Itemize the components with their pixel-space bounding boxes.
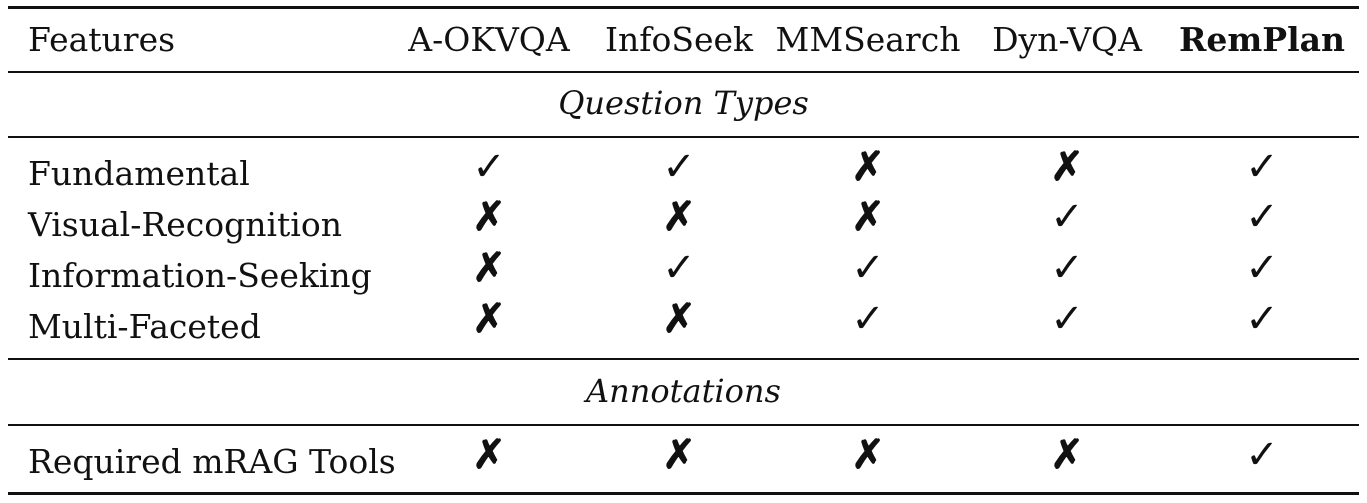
cross-icon: ✗ (1050, 143, 1084, 190)
check-icon: ✓ (662, 245, 696, 291)
header-col-infoseek: InfoSeek (604, 20, 754, 59)
header-rule (8, 71, 1359, 73)
check-icon: ✓ (1245, 194, 1279, 240)
check-icon: ✓ (1245, 432, 1279, 478)
section-rule-3 (8, 424, 1359, 426)
row-label: Multi-Faceted (28, 307, 261, 346)
row-label: Fundamental (28, 154, 250, 193)
row-label: Information-Seeking (28, 256, 372, 295)
section-rule-2 (8, 358, 1359, 360)
cross-icon: ✗ (662, 295, 696, 342)
check-icon: ✓ (851, 245, 885, 291)
check-icon: ✓ (1050, 245, 1084, 291)
section-title-annotations: Annotations (586, 372, 781, 410)
check-icon: ✓ (1245, 245, 1279, 291)
cross-icon: ✗ (662, 193, 696, 240)
cross-icon: ✗ (472, 244, 506, 291)
check-icon: ✓ (1050, 296, 1084, 342)
cross-icon: ✗ (851, 143, 885, 190)
row-label: Required mRAG Tools (28, 442, 396, 481)
check-icon: ✓ (1245, 296, 1279, 342)
cross-icon: ✗ (472, 193, 506, 240)
top-rule (8, 6, 1359, 9)
cross-icon: ✗ (851, 431, 885, 478)
check-icon: ✓ (472, 144, 506, 190)
cross-icon: ✗ (472, 431, 506, 478)
cross-icon: ✗ (1050, 431, 1084, 478)
cross-icon: ✗ (472, 295, 506, 342)
cross-icon: ✗ (851, 193, 885, 240)
row-label: Visual-Recognition (28, 205, 342, 244)
header-col-aokvqa: A-OKVQA (408, 20, 570, 59)
bottom-rule (8, 492, 1359, 495)
header-features: Features (28, 20, 176, 59)
section-rule-1 (8, 136, 1359, 138)
cross-icon: ✗ (662, 431, 696, 478)
check-icon: ✓ (1050, 194, 1084, 240)
header-col-remplan: RemPlan (1178, 20, 1346, 59)
header-col-dynvqa: Dyn-VQA (992, 20, 1142, 59)
check-icon: ✓ (851, 296, 885, 342)
check-icon: ✓ (662, 144, 696, 190)
header-col-mmsearch: MMSearch (775, 20, 961, 59)
section-title-question-types: Question Types (558, 84, 809, 122)
check-icon: ✓ (1245, 144, 1279, 190)
